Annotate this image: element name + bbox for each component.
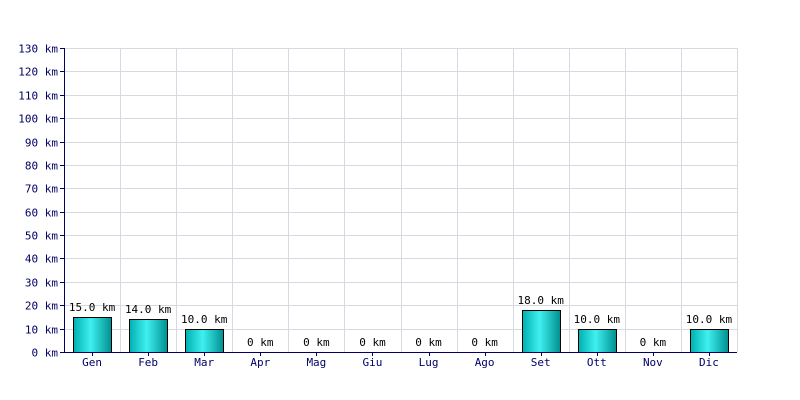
value-label: 10.0 km (181, 313, 228, 326)
value-label: 10.0 km (686, 313, 733, 326)
axes (60, 48, 737, 356)
value-label: 18.0 km (518, 294, 565, 307)
value-label: 0 km (415, 336, 442, 349)
x-tick-label: Dic (699, 356, 719, 369)
value-label: 15.0 km (69, 301, 116, 314)
y-tick-label: 0 km (32, 347, 59, 360)
y-tick-label: 70 km (25, 183, 58, 196)
y-tick-label: 50 km (25, 230, 58, 243)
bars (73, 310, 729, 353)
x-tick-label: Giu (363, 356, 383, 369)
bar-gen (73, 317, 112, 353)
x-tick-label: Ago (475, 356, 495, 369)
value-label: 0 km (471, 336, 498, 349)
y-tick-label: 120 km (18, 66, 58, 79)
bar-dic (690, 329, 729, 353)
value-label: 10.0 km (574, 313, 621, 326)
x-tick-label: Mag (306, 356, 326, 369)
value-label: 0 km (303, 336, 330, 349)
y-tick-label: 110 km (18, 90, 58, 103)
x-tick-label: Mar (194, 356, 214, 369)
y-tick-label: 90 km (25, 137, 58, 150)
y-tick-label: 80 km (25, 160, 58, 173)
value-label: 14.0 km (125, 303, 172, 316)
bar-set (522, 310, 561, 353)
value-label: 0 km (359, 336, 386, 349)
x-tick-label: Apr (250, 356, 270, 369)
bar-ott (578, 329, 617, 353)
x-tick-label: Set (531, 356, 551, 369)
bar-feb (129, 319, 168, 353)
x-tick-label: Gen (82, 356, 102, 369)
y-tick-label: 60 km (25, 207, 58, 220)
labels: 0 km 10 km 20 km 30 km 40 km 50 km 60 km 70 km 8… (18, 43, 732, 370)
y-tick-label: 30 km (25, 277, 58, 290)
x-tick-label: Nov (643, 356, 663, 369)
y-tick-label: 20 km (25, 300, 58, 313)
y-tick-label: 40 km (25, 253, 58, 266)
y-tick-label: 10 km (25, 324, 58, 337)
x-tick-label: Ott (587, 356, 607, 369)
y-tick-label: 100 km (18, 113, 58, 126)
x-tick-label: Lug (419, 356, 439, 369)
x-tick-label: Feb (138, 356, 158, 369)
value-label: 0 km (640, 336, 667, 349)
bar-mar (185, 329, 224, 353)
grid (64, 48, 738, 353)
y-tick-label: 130 km (18, 43, 58, 56)
value-label: 0 km (247, 336, 274, 349)
